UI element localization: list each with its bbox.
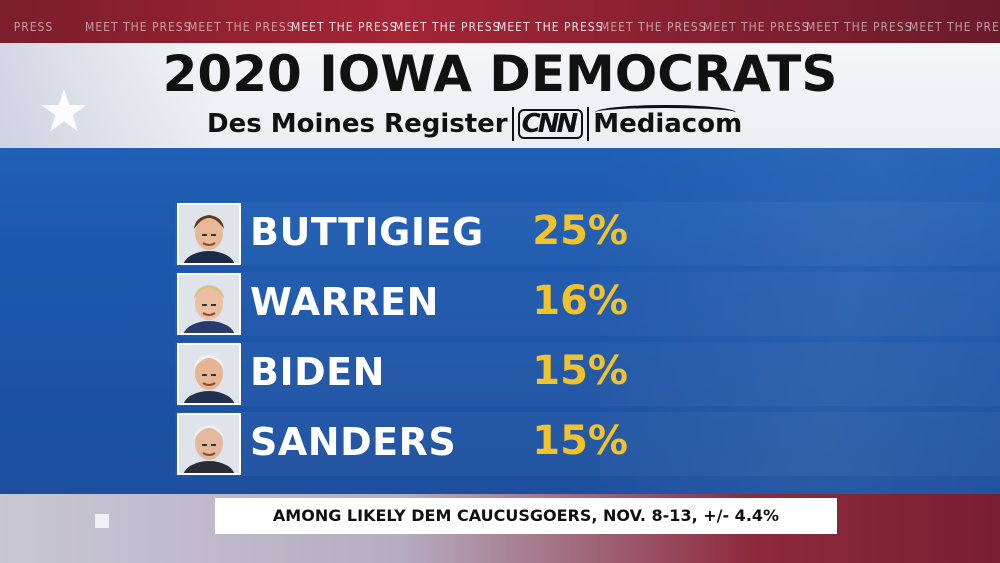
mediacom-swoosh <box>595 105 737 120</box>
candidate-name: WARREN <box>250 280 439 324</box>
row-band <box>175 202 1000 266</box>
candidate-row: WARREN 16% <box>0 270 1000 338</box>
candidate-percent: 15% <box>532 348 628 394</box>
results-panel: BUTTIGIEG 25% WARREN 16% BIDEN 15% SANDERS 15% <box>0 148 1000 494</box>
candidate-name: BUTTIGIEG <box>250 210 484 254</box>
candidate-photo <box>177 273 241 335</box>
candidate-percent: 16% <box>532 278 628 324</box>
candidate-percent: 25% <box>532 208 628 254</box>
candidate-row: BUTTIGIEG 25% <box>0 200 1000 268</box>
sponsor-divider <box>587 107 590 141</box>
sponsor-cnn-logo: CNN <box>517 109 584 139</box>
ticker-item: MEET THE PRESS <box>188 20 295 34</box>
ticker-item: PRESS <box>13 20 54 34</box>
candidate-name: SANDERS <box>250 420 457 464</box>
ticker-item: MEET THE PRESS <box>600 20 707 34</box>
decorative-square <box>95 514 109 528</box>
candidate-photo <box>177 343 241 405</box>
row-band <box>175 342 1000 406</box>
ticker-item: MEET THE PRESS <box>394 20 501 34</box>
row-band <box>175 412 1000 476</box>
ticker-item: MEET THE PRESS <box>497 20 604 34</box>
candidate-percent: 15% <box>532 418 628 464</box>
sponsor-line: Des Moines Register CNN Mediacom <box>207 103 742 145</box>
candidate-row: SANDERS 15% <box>0 410 1000 478</box>
row-band <box>175 272 1000 336</box>
ticker-item: MEET THE PRESS <box>85 20 192 34</box>
header: ★ 2020 IOWA DEMOCRATS Des Moines Registe… <box>0 43 1000 148</box>
ticker-item: MEET THE PRESS <box>291 20 398 34</box>
panel-sheen <box>600 148 1000 494</box>
candidate-photo <box>177 413 241 475</box>
sponsor-des-moines-register: Des Moines Register <box>207 109 508 139</box>
show-ticker: PRESS MEET THE PRESS MEET THE PRESS MEET TH… <box>0 0 1000 46</box>
poll-footnote: AMONG LIKELY DEM CAUCUSGOERS, NOV. 8-13,… <box>215 498 837 534</box>
page-title: 2020 IOWA DEMOCRATS <box>162 45 838 103</box>
star-icon: ★ <box>38 77 90 145</box>
ticker-item: MEET THE PRESS <box>806 20 913 34</box>
candidate-photo <box>177 203 241 265</box>
sponsor-mediacom-logo: Mediacom <box>593 105 742 139</box>
candidate-name: BIDEN <box>250 350 385 394</box>
flag-graphic: ★ <box>0 43 220 148</box>
ticker-item: MEET THE PRESS <box>909 20 1000 34</box>
candidate-row: BIDEN 15% <box>0 340 1000 408</box>
ticker-item: MEET THE PRESS <box>703 20 810 34</box>
sponsor-divider <box>511 107 514 141</box>
